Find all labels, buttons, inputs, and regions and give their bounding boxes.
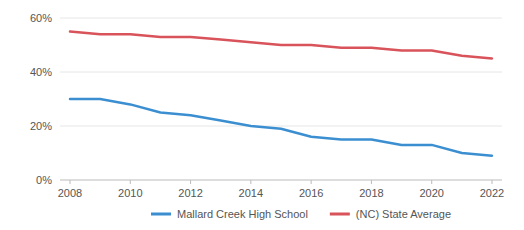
legend-label: (NC) State Average bbox=[356, 208, 451, 220]
x-tick-label: 2020 bbox=[419, 187, 443, 199]
x-tick-label: 2018 bbox=[359, 187, 383, 199]
x-tick-label: 2012 bbox=[178, 187, 202, 199]
x-tick-label: 2010 bbox=[118, 187, 142, 199]
x-tick-label: 2008 bbox=[58, 187, 82, 199]
legend-label: Mallard Creek High School bbox=[177, 208, 308, 220]
legend: Mallard Creek High School (NC) State Aver… bbox=[151, 208, 451, 220]
legend-swatch bbox=[330, 213, 350, 216]
x-tick bbox=[190, 180, 191, 184]
grid-line bbox=[60, 180, 502, 181]
x-tick-label: 2022 bbox=[480, 187, 504, 199]
plot-lines bbox=[70, 32, 492, 156]
grid-line bbox=[60, 126, 502, 127]
x-tick bbox=[431, 180, 432, 184]
x-tick-label: 2014 bbox=[239, 187, 263, 199]
y-tick-label: 20% bbox=[30, 120, 52, 132]
legend-swatch bbox=[151, 213, 171, 216]
chart-container: 0% 20% 40% 60% 2008 2010 2012 2014 2016 2018 2020 2… bbox=[0, 0, 524, 230]
y-tick-label: 0% bbox=[36, 174, 52, 186]
grid-line bbox=[60, 72, 502, 73]
x-tick bbox=[311, 180, 312, 184]
series-line bbox=[70, 32, 492, 59]
x-tick bbox=[371, 180, 372, 184]
y-tick-label: 60% bbox=[30, 12, 52, 24]
x-tick bbox=[492, 180, 493, 184]
x-tick bbox=[70, 180, 71, 184]
x-tick bbox=[250, 180, 251, 184]
x-tick bbox=[130, 180, 131, 184]
y-tick-label: 40% bbox=[30, 66, 52, 78]
series-line bbox=[70, 99, 492, 156]
chart-svg: 0% 20% 40% 60% 2008 2010 2012 2014 2016 2018 2020 2… bbox=[0, 0, 524, 230]
grid-line bbox=[60, 18, 502, 19]
x-tick-label: 2016 bbox=[299, 187, 323, 199]
